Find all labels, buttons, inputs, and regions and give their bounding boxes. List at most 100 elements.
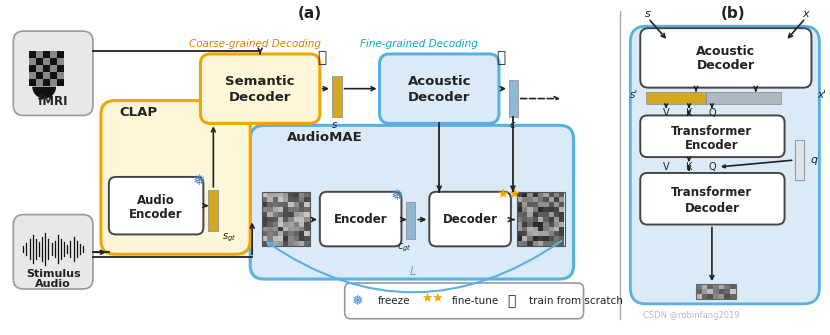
Bar (294, 237, 299, 242)
Bar (278, 221, 283, 226)
Bar (549, 217, 554, 221)
Bar (719, 289, 725, 294)
Text: Audio: Audio (35, 279, 71, 289)
Bar (549, 221, 554, 226)
Bar (559, 212, 564, 217)
Bar (278, 226, 283, 231)
Bar (527, 237, 533, 242)
Bar (538, 207, 544, 212)
Text: $s_{gt}$: $s_{gt}$ (222, 231, 237, 244)
Text: CLAP: CLAP (120, 106, 158, 119)
Text: fine-tune: fine-tune (452, 296, 500, 306)
Text: x': x' (818, 89, 827, 99)
Bar (43, 51, 50, 58)
Bar (267, 192, 273, 197)
Bar (283, 197, 289, 202)
Text: c: c (509, 120, 515, 130)
Bar (273, 226, 278, 231)
Bar (273, 231, 278, 237)
Text: x: x (802, 9, 808, 19)
Bar (701, 284, 707, 289)
Bar (696, 294, 701, 299)
FancyBboxPatch shape (344, 283, 583, 319)
Bar (294, 212, 299, 217)
Bar (278, 192, 283, 197)
Bar (283, 212, 289, 217)
Bar (713, 289, 719, 294)
Bar (517, 192, 522, 197)
Bar (538, 202, 544, 207)
Bar (554, 202, 559, 207)
Text: Decoder: Decoder (442, 213, 498, 226)
Bar (517, 231, 522, 237)
Text: Decoder: Decoder (408, 91, 471, 104)
Text: V: V (663, 109, 670, 119)
Text: (a): (a) (298, 6, 322, 21)
FancyBboxPatch shape (13, 31, 93, 116)
Bar (544, 207, 549, 212)
Bar (559, 202, 564, 207)
Bar (522, 192, 527, 197)
Bar (278, 231, 283, 237)
Bar (527, 197, 533, 202)
FancyBboxPatch shape (13, 215, 93, 289)
Bar (538, 231, 544, 237)
Bar (299, 226, 305, 231)
Bar (696, 284, 701, 289)
Bar (289, 237, 294, 242)
Bar (29, 58, 37, 65)
Bar (50, 65, 57, 72)
Bar (273, 221, 278, 226)
Bar (289, 231, 294, 237)
Text: Stimulus: Stimulus (26, 269, 81, 279)
Text: 🔥: 🔥 (508, 294, 516, 308)
Bar (407, 202, 415, 240)
Bar (283, 242, 289, 246)
Bar (538, 192, 544, 197)
Bar (305, 207, 310, 212)
Bar (522, 217, 527, 221)
Bar (544, 202, 549, 207)
Bar (267, 207, 273, 212)
Bar (706, 92, 780, 104)
Bar (273, 212, 278, 217)
Bar (37, 51, 43, 58)
Bar (522, 202, 527, 207)
Bar (305, 217, 310, 221)
Text: Encoder: Encoder (685, 139, 739, 152)
Bar (533, 242, 538, 246)
Bar (522, 237, 527, 242)
Bar (538, 226, 544, 231)
Bar (522, 207, 527, 212)
Bar (527, 212, 533, 217)
Bar (299, 217, 305, 221)
Bar (50, 51, 57, 58)
Text: Encoder: Encoder (334, 213, 388, 226)
FancyBboxPatch shape (101, 100, 250, 254)
Bar (273, 217, 278, 221)
Bar (57, 51, 64, 58)
FancyBboxPatch shape (109, 177, 203, 234)
Bar (538, 212, 544, 217)
Bar (527, 231, 533, 237)
Bar (559, 207, 564, 212)
Bar (29, 65, 37, 72)
Text: $c_{gt}$: $c_{gt}$ (397, 241, 412, 254)
Bar (533, 237, 538, 242)
Bar (273, 202, 278, 207)
Text: ❅: ❅ (193, 174, 206, 188)
Bar (57, 65, 64, 72)
Bar (294, 231, 299, 237)
FancyBboxPatch shape (200, 54, 320, 123)
Text: Q: Q (708, 109, 715, 119)
Bar (527, 217, 533, 221)
Bar (262, 207, 267, 212)
Bar (289, 221, 294, 226)
Bar (283, 217, 289, 221)
Bar (43, 65, 50, 72)
Bar (549, 207, 554, 212)
Bar (794, 140, 804, 180)
Bar (50, 58, 57, 65)
Bar (559, 231, 564, 237)
Bar (262, 197, 267, 202)
